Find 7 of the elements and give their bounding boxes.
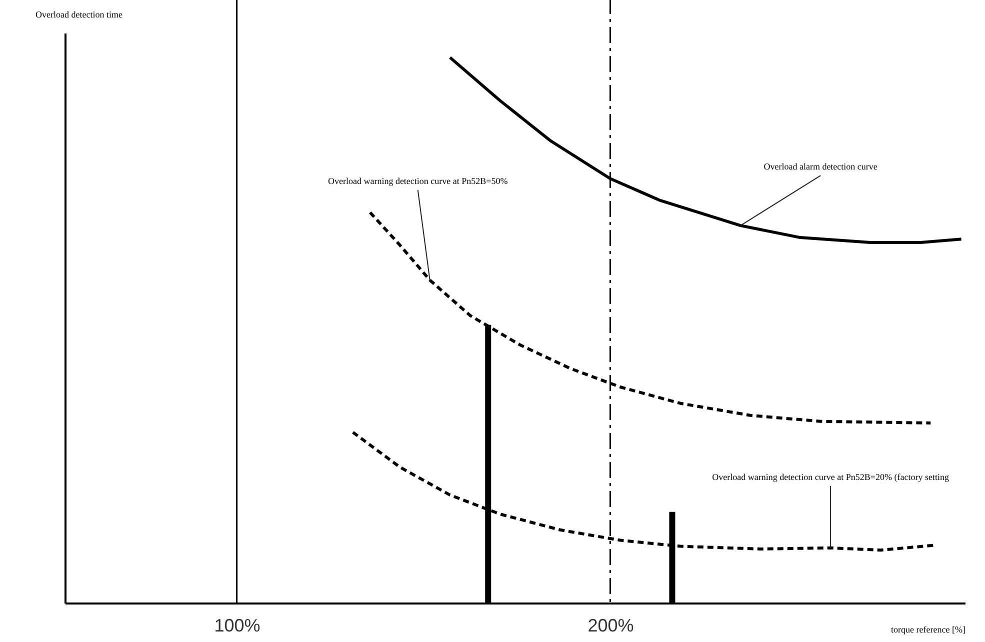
annotation: Overload warning detection curve at Pn52B=20% (factory setting: [712, 472, 950, 482]
x-axis-title: torque reference [%]: [891, 624, 966, 634]
annotation: Overload alarm detection curve: [764, 162, 878, 172]
x-tick-label: 200%: [588, 616, 634, 636]
x-tick-label: 100%: [214, 616, 260, 636]
y-axis-title: Overload detection time: [36, 10, 122, 20]
annotation: Overload warning detection curve at Pn52B=50%: [328, 176, 508, 186]
